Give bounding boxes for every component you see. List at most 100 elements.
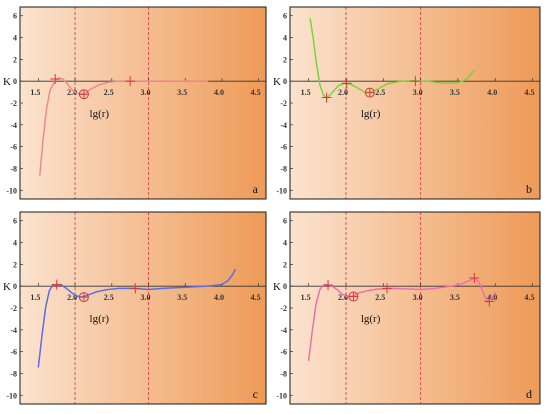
y-tick-label: 2	[13, 260, 17, 269]
y-tick-label: 4	[283, 34, 287, 43]
y-tick-label: -2	[280, 99, 287, 108]
y-tick-label: -4	[10, 121, 17, 130]
y-tick-label: 6	[283, 217, 287, 226]
y-tick-label: -6	[280, 143, 287, 152]
y-tick-label: -8	[280, 164, 287, 173]
y-tick-label: 2	[13, 55, 17, 64]
x-tick-label: 4.0	[487, 88, 497, 97]
x-axis-label: lg(r)	[90, 313, 110, 325]
x-tick-label: 2.0	[67, 293, 77, 302]
y-tick-label: 6	[13, 12, 17, 21]
plus-marker	[51, 279, 62, 290]
series-line	[37, 269, 236, 368]
x-tick-label: 3.5	[177, 88, 187, 97]
panel-label: b	[526, 182, 532, 196]
series-line	[309, 18, 476, 99]
plus-marker	[341, 78, 352, 89]
x-tick-label: 4.0	[214, 293, 224, 302]
y-tick-label: 0	[283, 282, 287, 291]
y-tick-label: -2	[10, 304, 17, 313]
circle-plus-marker	[78, 292, 89, 303]
y-tick-label: -10	[276, 186, 287, 195]
y-tick-label: -6	[280, 348, 287, 357]
circle-plus-marker	[364, 87, 375, 98]
plus-marker	[410, 76, 421, 87]
x-axis-label: lg(r)	[361, 108, 381, 120]
x-tick-label: 2.0	[338, 293, 348, 302]
y-axis-label: K	[3, 281, 11, 293]
y-tick-label: 0	[13, 282, 17, 291]
y-tick-label: -8	[10, 164, 17, 173]
x-tick-label: 4.5	[525, 88, 535, 97]
y-tick-label: -6	[10, 143, 17, 152]
y-tick-label: -4	[10, 326, 17, 335]
x-tick-label: 4.5	[525, 293, 535, 302]
y-axis-label: K	[273, 76, 281, 88]
plot-background	[20, 7, 266, 199]
x-tick-label: 3.0	[141, 88, 151, 97]
plus-marker	[382, 283, 393, 294]
plus-marker	[130, 283, 141, 294]
plus-marker	[50, 74, 61, 84]
y-tick-label: 6	[283, 12, 287, 21]
y-tick-label: 2	[283, 260, 287, 269]
y-tick-label: -2	[280, 304, 287, 313]
y-tick-label: 4	[13, 239, 17, 248]
x-tick-label: 2.5	[104, 293, 114, 302]
x-tick-label: 3.0	[413, 88, 423, 97]
plot-border	[19, 6, 267, 200]
x-tick-label: 3.0	[141, 293, 151, 302]
panel-b: 6 4 2 -2 -4 -6 -8 -10 K 0 1.5 2.0 2.5 3.0 3.5 4.0 4.5 lg(…	[273, 6, 541, 200]
panel-a: 6 4 2 -2 -4 -6 -8 -10 K 0 1.5 2.0 2.5 3.0 3.5 4.0 4.5 lg(…	[3, 6, 267, 200]
x-tick-label: 1.5	[30, 293, 40, 302]
y-tick-label: 0	[283, 77, 287, 86]
y-tick-label: -8	[280, 369, 287, 378]
x-tick-label: 2.5	[375, 88, 385, 97]
y-tick-label: 4	[13, 34, 17, 43]
plot-background	[290, 212, 540, 404]
x-tick-label: 4.5	[251, 88, 261, 97]
x-tick-label: 3.5	[177, 293, 187, 302]
x-tick-label: 1.5	[30, 88, 40, 97]
plot-border	[19, 211, 267, 405]
plus-marker	[323, 280, 334, 291]
circle-plus-marker	[348, 291, 359, 302]
x-tick-label: 3.0	[413, 293, 423, 302]
y-tick-label: -8	[10, 369, 17, 378]
x-tick-label: 3.5	[450, 293, 460, 302]
x-axis-label: lg(r)	[90, 108, 110, 120]
y-tick-label: -4	[280, 326, 287, 335]
x-tick-label: 2.5	[104, 88, 114, 97]
y-tick-label: -10	[6, 391, 17, 400]
plus-marker	[469, 273, 480, 283]
plot-background	[20, 212, 266, 404]
y-tick-label: -2	[10, 99, 17, 108]
panel-label: a	[253, 182, 259, 196]
x-tick-label: 4.0	[214, 88, 224, 97]
x-tick-label: 2.5	[375, 293, 385, 302]
plot-border	[289, 6, 541, 200]
plot-background	[290, 7, 540, 199]
panel-d: 642-2-4-6-8-10K 01.5 2.0 2.5 3.0 3.5 4.0 4.5lg(…	[273, 211, 541, 405]
y-tick-label: 2	[283, 55, 287, 64]
y-tick-label: -10	[276, 391, 287, 400]
x-tick-label: 1.5	[301, 293, 311, 302]
x-tick-label: 4.5	[251, 293, 261, 302]
y-tick-label: -10	[6, 186, 17, 195]
x-tick-label: 2.0	[67, 88, 77, 97]
circle-plus-marker	[78, 89, 89, 100]
x-tick-label: 3.5	[450, 88, 460, 97]
x-axis-label: lg(r)	[361, 313, 381, 325]
x-tick-label: 2.0	[338, 88, 348, 97]
y-tick-label: 0	[13, 77, 17, 86]
y-tick-label: -4	[280, 121, 287, 130]
y-axis-label: K	[273, 281, 281, 293]
plus-marker	[321, 92, 332, 103]
y-tick-label: -6	[10, 348, 17, 357]
panel-label: c	[253, 387, 258, 401]
plot-border	[289, 211, 541, 405]
panel-c: 6 4 2 -2 -4 -6 -8 -10 K 0 1.5 2.0 2.5 3.0 3.5 4.0 4.5 lg(…	[3, 211, 267, 405]
plus-marker	[125, 76, 136, 87]
